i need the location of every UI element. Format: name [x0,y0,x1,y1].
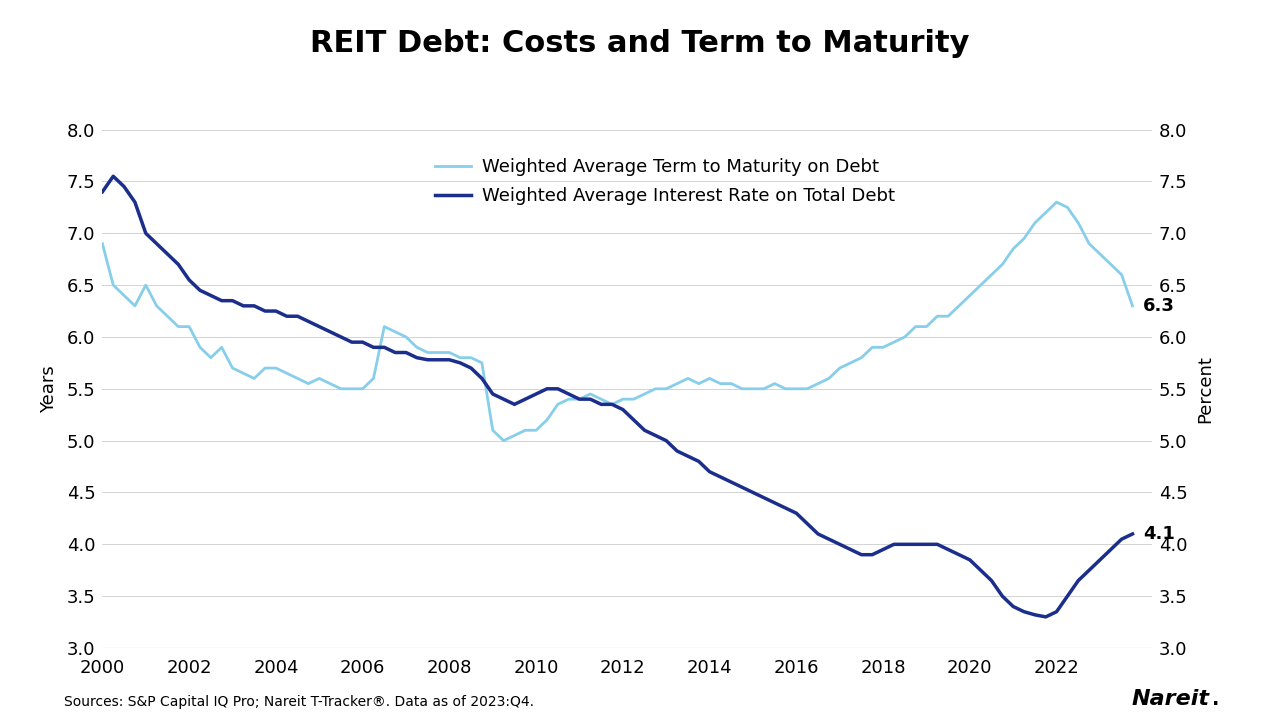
Line: Weighted Average Interest Rate on Total Debt: Weighted Average Interest Rate on Total … [102,176,1133,617]
Weighted Average Interest Rate on Total Debt [105,172,120,181]
Weighted Average Interest Rate on Total Debt [1125,530,1140,539]
Text: Nareit: Nareit [1132,689,1210,709]
Weighted Average Term to Maturity on Debt [626,395,641,403]
Weighted Average Interest Rate on Total Debt [1038,613,1053,621]
Y-axis label: Percent: Percent [1196,355,1213,423]
Weighted Average Term to Maturity on Debt [236,369,251,377]
Text: REIT Debt: Costs and Term to Maturity: REIT Debt: Costs and Term to Maturity [310,29,970,58]
Legend: Weighted Average Term to Maturity on Debt, Weighted Average Interest Rate on Tot: Weighted Average Term to Maturity on Deb… [426,149,904,214]
Y-axis label: Years: Years [41,365,59,413]
Weighted Average Interest Rate on Total Debt [247,302,262,310]
Weighted Average Interest Rate on Total Debt [95,187,110,196]
Text: 6.3: 6.3 [1143,297,1175,315]
Weighted Average Term to Maturity on Debt [1125,302,1140,310]
Weighted Average Interest Rate on Total Debt [1060,592,1075,600]
Text: 4.1: 4.1 [1143,525,1175,543]
Weighted Average Term to Maturity on Debt [550,400,566,409]
Weighted Average Term to Maturity on Debt [495,436,511,445]
Weighted Average Term to Maturity on Debt [1060,203,1075,212]
Weighted Average Interest Rate on Total Debt [398,348,413,357]
Line: Weighted Average Term to Maturity on Debt: Weighted Average Term to Maturity on Deb… [102,202,1133,441]
Weighted Average Interest Rate on Total Debt [550,384,566,393]
Text: .: . [1212,690,1220,709]
Weighted Average Term to Maturity on Debt [1048,198,1064,207]
Weighted Average Term to Maturity on Debt [388,328,403,336]
Text: Sources: S&P Capital IQ Pro; Nareit T-Tracker®. Data as of 2023:Q4.: Sources: S&P Capital IQ Pro; Nareit T-Tr… [64,696,534,709]
Weighted Average Interest Rate on Total Debt [626,415,641,424]
Weighted Average Interest Rate on Total Debt [658,436,673,445]
Weighted Average Term to Maturity on Debt [658,384,673,393]
Weighted Average Term to Maturity on Debt [95,239,110,248]
